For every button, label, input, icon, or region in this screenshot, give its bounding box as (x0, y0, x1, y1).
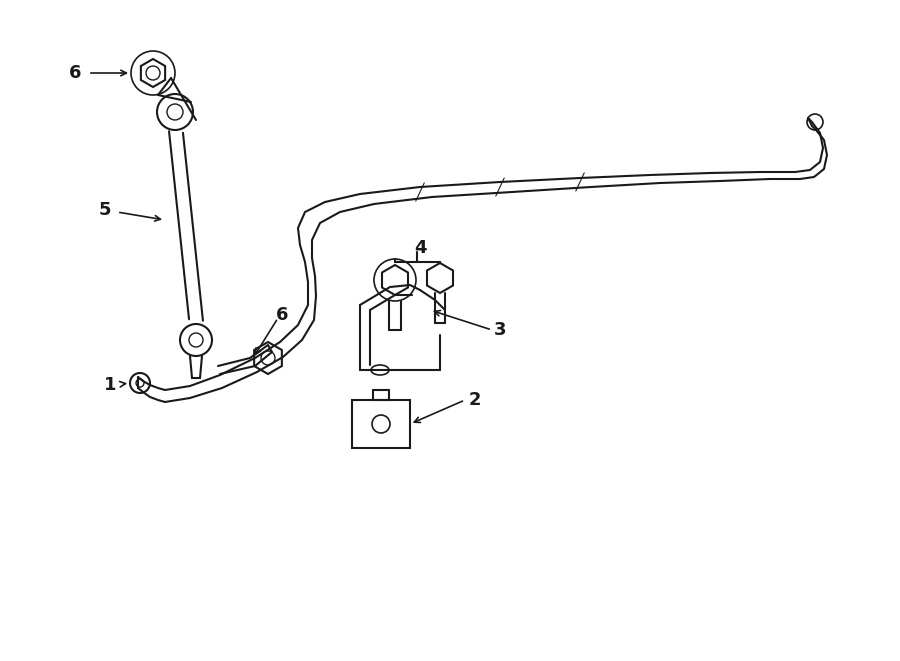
Text: 4: 4 (414, 239, 427, 257)
Text: 6: 6 (275, 306, 288, 324)
Bar (352, 400, 410, 448)
Text: 3: 3 (494, 321, 506, 339)
Text: 6: 6 (68, 64, 81, 82)
Text: 5: 5 (99, 201, 112, 219)
Text: 1: 1 (104, 376, 116, 394)
Text: 2: 2 (469, 391, 482, 409)
